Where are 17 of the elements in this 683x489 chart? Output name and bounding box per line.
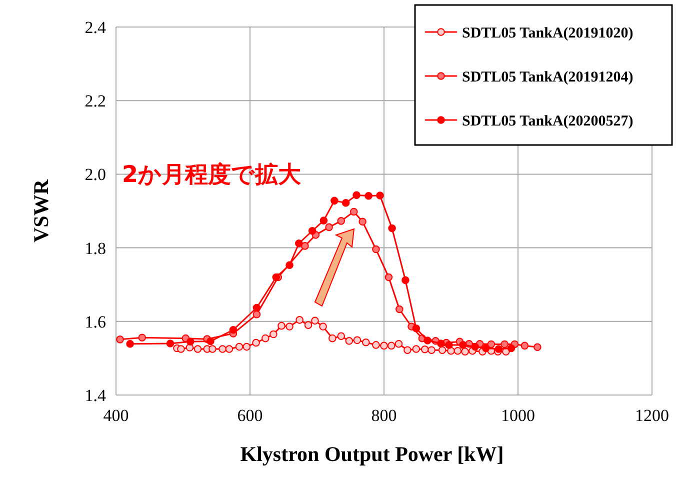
x-axis-title: Klystron Output Power [kW]	[240, 442, 504, 466]
y-tick-label: 2.2	[84, 92, 106, 111]
annotation: 2か月程度で拡大	[122, 161, 302, 188]
y-axis-title: VSWR	[29, 178, 53, 243]
legend-label: SDTL05 TankA(20191020)	[462, 25, 634, 42]
x-tick-label: 1200	[635, 406, 669, 425]
legend-label: SDTL05 TankA(20191204)	[462, 69, 634, 86]
y-tick-label: 1.8	[84, 238, 106, 258]
y-tick-label: 1.6	[84, 312, 106, 332]
y-tick-label: 2.0	[84, 165, 106, 184]
x-tick-label: 600	[237, 406, 263, 425]
y-tick-label: 2.4	[84, 18, 106, 37]
x-tick-label: 1000	[501, 406, 535, 425]
legend-label: SDTL05 TankA(20200527)	[462, 113, 634, 130]
x-tick-label: 800	[371, 406, 397, 425]
y-tick-label: 1.4	[84, 386, 106, 405]
x-tick-label: 400	[103, 406, 129, 425]
